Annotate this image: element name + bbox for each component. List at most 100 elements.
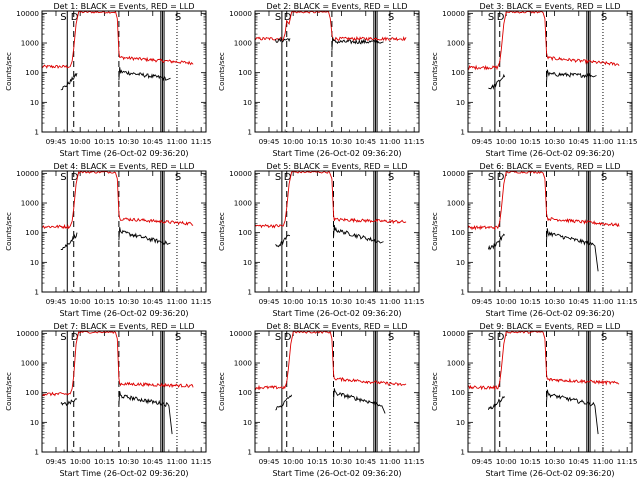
x-tick-label: 10:15: [94, 297, 115, 306]
marker-label: D: [284, 12, 292, 23]
x-axis-label: Start Time (26-Oct-02 09:36:20): [59, 469, 188, 478]
y-tick-label: 1000: [234, 199, 253, 208]
x-tick-label: 09:45: [46, 297, 67, 306]
x-tick-label: 11:00: [380, 297, 401, 306]
plot-frame: [467, 330, 633, 453]
x-tick-label: 11:15: [191, 457, 212, 466]
x-tick-label: 10:45: [568, 297, 589, 306]
events-series-line-post: [333, 388, 386, 414]
x-tick-label: 10:45: [568, 137, 589, 146]
marker-label: S: [275, 332, 281, 343]
x-axis-label: Start Time (26-Oct-02 09:36:20): [485, 309, 614, 318]
events-series-line-pre: [487, 396, 505, 410]
x-tick-label: 10:30: [544, 137, 565, 146]
x-tick-label: 10:00: [283, 457, 304, 466]
events-series-line-pre: [60, 232, 78, 250]
plot-frame: [254, 170, 420, 293]
y-tick-label: 100: [25, 68, 39, 77]
panel-det-3: Det 3: BLACK = Events, RED = LLD 1 10 100 10…: [431, 2, 638, 158]
marker-label: S: [60, 172, 66, 183]
x-tick-label: 11:15: [404, 297, 425, 306]
events-series-line-post: [118, 227, 171, 246]
x-axis-label: Start Time (26-Oct-02 09:36:20): [59, 149, 188, 158]
plot-frame: [254, 10, 420, 133]
x-tick-label: 11:00: [380, 457, 401, 466]
x-tick-label: 09:45: [472, 457, 493, 466]
panel-title: Det 5: BLACK = Events, RED = LLD: [267, 162, 408, 171]
events-series-line-pre: [488, 73, 506, 90]
marker-label: S: [275, 172, 281, 183]
marker-label: S: [488, 12, 494, 23]
panel-title: Det 7: BLACK = Events, RED = LLD: [54, 322, 195, 331]
x-tick-label: 11:00: [380, 137, 401, 146]
y-tick-label: 10000: [229, 169, 252, 178]
y-tick-label: 1000: [447, 39, 466, 48]
y-tick-label: 1: [460, 288, 465, 297]
marker-label: S: [175, 12, 181, 23]
x-tick-label: 10:00: [496, 137, 517, 146]
x-tick-label: 10:45: [355, 297, 376, 306]
x-axis-label: Start Time (26-Oct-02 09:36:20): [485, 469, 614, 478]
panel-title: Det 6: BLACK = Events, RED = LLD: [480, 162, 621, 171]
x-tick-label: 10:15: [520, 137, 541, 146]
marker-label: S: [488, 172, 494, 183]
y-tick-label: 1: [247, 448, 252, 457]
x-tick-label: 10:15: [307, 137, 328, 146]
y-axis-label: Counts/sec: [431, 52, 439, 91]
x-tick-label: 09:45: [259, 137, 280, 146]
x-tick-label: 11:00: [167, 137, 188, 146]
y-tick-label: 10000: [442, 169, 465, 178]
marker-label: S: [388, 172, 394, 183]
events-series-line-pre: [487, 233, 505, 251]
panel-det-9: Det 9: BLACK = Events, RED = LLD 1 10 100 10…: [431, 322, 638, 478]
y-tick-label: 10000: [16, 169, 39, 178]
x-tick-label: 10:15: [307, 457, 328, 466]
y-axis-label: Counts/sec: [218, 372, 226, 411]
y-tick-label: 1000: [21, 359, 40, 368]
x-tick-label: 10:00: [70, 137, 91, 146]
x-tick-label: 11:00: [167, 297, 188, 306]
y-tick-label: 1: [460, 128, 465, 137]
y-axis-label: Counts/sec: [431, 212, 439, 251]
x-tick-label: 10:45: [142, 137, 163, 146]
x-tick-label: 10:45: [568, 457, 589, 466]
x-tick-label: 10:45: [355, 137, 376, 146]
marker-label: D: [71, 172, 79, 183]
marker-label: S: [175, 172, 181, 183]
panel-title: Det 8: BLACK = Events, RED = LLD: [267, 322, 408, 331]
x-tick-label: 11:15: [617, 137, 638, 146]
x-tick-label: 09:45: [259, 457, 280, 466]
marker-label: S: [388, 332, 394, 343]
y-tick-label: 10: [243, 98, 253, 107]
y-tick-label: 1: [460, 448, 465, 457]
marker-label: S: [175, 332, 181, 343]
panel-title: Det 3: BLACK = Events, RED = LLD: [480, 2, 621, 11]
panel-det-5: Det 5: BLACK = Events, RED = LLD 1 10 100 10…: [218, 162, 425, 318]
y-tick-label: 10: [30, 98, 40, 107]
y-tick-label: 1: [34, 288, 39, 297]
events-series-line-post: [331, 37, 384, 51]
y-tick-label: 100: [451, 68, 465, 77]
lld-series-line: [254, 170, 407, 229]
marker-label: D: [284, 332, 292, 343]
x-tick-label: 10:15: [94, 457, 115, 466]
x-tick-label: 11:00: [593, 297, 614, 306]
x-axis-label: Start Time (26-Oct-02 09:36:20): [272, 149, 401, 158]
panel-title: Det 1: BLACK = Events, RED = LLD: [54, 2, 195, 11]
marker-label: D: [497, 12, 505, 23]
y-tick-label: 10000: [16, 9, 39, 18]
y-tick-label: 100: [238, 68, 252, 77]
marker-label: S: [601, 172, 607, 183]
y-tick-label: 10000: [442, 9, 465, 18]
x-tick-label: 10:15: [307, 297, 328, 306]
marker-label: S: [60, 332, 66, 343]
y-axis-label: Counts/sec: [5, 52, 13, 91]
events-series-line-pre: [275, 234, 291, 248]
x-tick-label: 10:00: [283, 297, 304, 306]
x-tick-label: 10:00: [70, 457, 91, 466]
x-tick-label: 10:15: [94, 137, 115, 146]
lld-series-line: [467, 170, 620, 231]
y-axis-label: Counts/sec: [431, 372, 439, 411]
